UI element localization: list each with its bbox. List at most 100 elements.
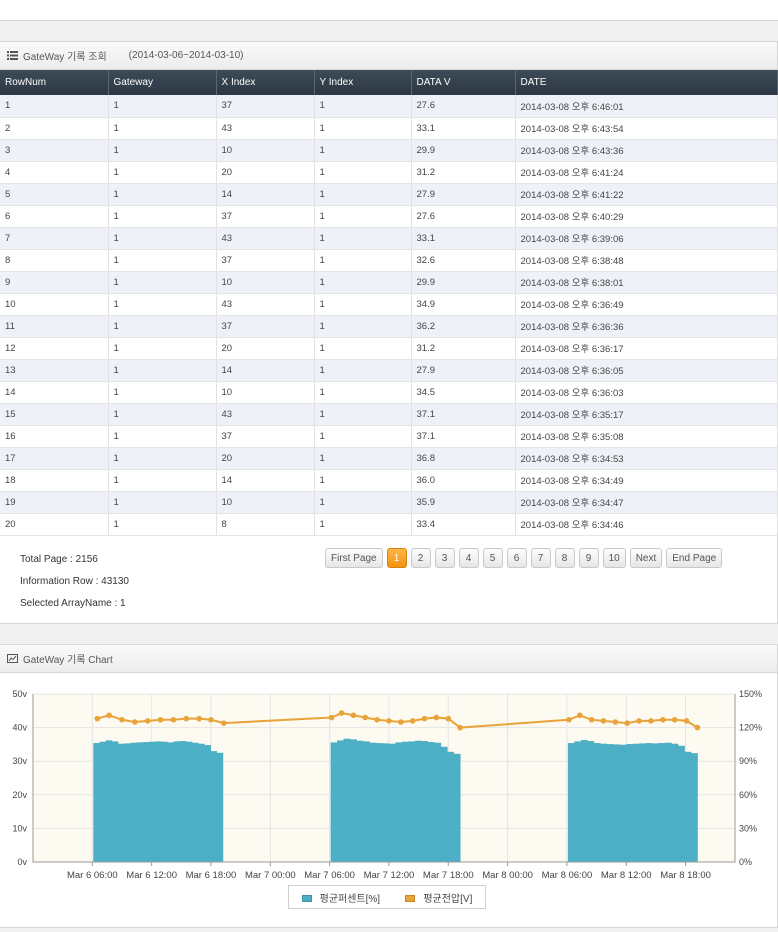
column-header[interactable]: RowNum <box>0 70 109 95</box>
page-button[interactable]: 9 <box>578 548 599 568</box>
table-row[interactable]: 18 1 14 1 36.0 2014-03-08 오후 6:34:49 <box>0 469 778 492</box>
page-button[interactable]: 3 <box>434 548 455 568</box>
table-row[interactable]: 15 1 43 1 37.1 2014-03-08 오후 6:35:17 <box>0 403 778 426</box>
voltage-point <box>433 714 440 721</box>
page-button[interactable]: 2 <box>410 548 431 568</box>
percent-bar <box>136 742 144 862</box>
table-row[interactable]: 14 1 10 1 34.5 2014-03-08 오후 6:36:03 <box>0 381 778 404</box>
table-cell: 18 <box>0 469 109 492</box>
table-row[interactable]: 6 1 37 1 27.6 2014-03-08 오후 6:40:29 <box>0 205 778 228</box>
table-row[interactable]: 5 1 14 1 27.9 2014-03-08 오후 6:41:22 <box>0 183 778 206</box>
next-page-button[interactable]: Next <box>629 548 663 568</box>
table-cell: 2014-03-08 오후 6:38:48 <box>515 249 778 272</box>
x-tick-label: Mar 6 18:00 <box>186 870 237 881</box>
table-cell: 27.9 <box>411 359 516 382</box>
first-page-button[interactable]: First Page <box>325 548 383 568</box>
total-page-text: Total Page : 2156 <box>20 554 98 565</box>
page-button[interactable]: 6 <box>506 548 527 568</box>
page-button[interactable]: 7 <box>530 548 551 568</box>
table-cell: 1 <box>314 161 412 184</box>
table-cell: 1 <box>108 117 217 140</box>
table-cell: 2014-03-08 오후 6:36:03 <box>515 381 778 404</box>
table-row[interactable]: 2 1 43 1 33.1 2014-03-08 오후 6:43:54 <box>0 117 778 140</box>
page-button[interactable]: 10 <box>602 548 626 568</box>
page-button[interactable]: 8 <box>554 548 575 568</box>
table-row[interactable]: 13 1 14 1 27.9 2014-03-08 오후 6:36:05 <box>0 359 778 382</box>
end-page-button[interactable]: End Page <box>666 548 723 568</box>
legend-item-percent[interactable]: 평균퍼센트[%] <box>301 890 381 905</box>
voltage-point <box>106 712 112 719</box>
table-cell: 1 <box>314 381 412 404</box>
table-row[interactable]: 1 1 37 1 27.6 2014-03-08 오후 6:46:01 <box>0 95 778 118</box>
table-cell: 1 <box>314 139 412 162</box>
table-cell: 33.4 <box>411 513 516 536</box>
table-cell: 14 <box>216 359 315 382</box>
percent-bar <box>356 740 364 862</box>
table-row[interactable]: 3 1 10 1 29.9 2014-03-08 오후 6:43:36 <box>0 139 778 162</box>
percent-bar <box>421 741 429 862</box>
percent-bar <box>632 743 640 862</box>
table-row[interactable]: 4 1 20 1 31.2 2014-03-08 오후 6:41:24 <box>0 161 778 184</box>
voltage-point <box>183 715 190 722</box>
table-cell: 14 <box>216 183 315 206</box>
y-left-tick-label: 40v <box>12 723 27 733</box>
voltage-point <box>612 719 619 725</box>
percent-bar <box>652 743 659 862</box>
table-row[interactable]: 12 1 20 1 31.2 2014-03-08 오후 6:36:17 <box>0 337 778 360</box>
table-cell: 1 <box>0 95 109 118</box>
table-cell: 1 <box>108 293 217 316</box>
voltage-point <box>208 716 214 723</box>
table-cell: 2014-03-08 오후 6:35:17 <box>515 403 778 426</box>
table-row[interactable]: 19 1 10 1 35.9 2014-03-08 오후 6:34:47 <box>0 491 778 514</box>
table-cell: 1 <box>314 513 412 536</box>
voltage-point <box>132 719 138 725</box>
voltage-point <box>671 716 678 723</box>
voltage-point <box>457 724 463 731</box>
percent-bar <box>671 743 679 862</box>
table-cell: 29.9 <box>411 271 516 294</box>
column-header[interactable]: Gateway <box>108 70 217 95</box>
page-button[interactable]: 1 <box>386 548 407 568</box>
column-header[interactable]: DATA V <box>411 70 516 95</box>
y-left-tick-label: 20v <box>12 790 27 800</box>
table-cell: 2014-03-08 오후 6:36:17 <box>515 337 778 360</box>
voltage-point <box>648 718 654 724</box>
page-button[interactable]: 5 <box>482 548 503 568</box>
column-header[interactable]: Y Index <box>314 70 412 95</box>
column-header[interactable]: DATE <box>515 70 778 95</box>
legend-item-voltage[interactable]: 평균전압[V] <box>405 890 472 905</box>
table-cell: 12 <box>0 337 109 360</box>
x-tick-label: Mar 8 18:00 <box>660 870 711 881</box>
table-row[interactable]: 9 1 10 1 29.9 2014-03-08 오후 6:38:01 <box>0 271 778 294</box>
voltage-point <box>683 718 690 724</box>
table-cell: 37.1 <box>411 425 516 448</box>
table-cell: 14 <box>0 381 109 404</box>
table-cell: 34.9 <box>411 293 516 316</box>
column-header[interactable]: X Index <box>216 70 315 95</box>
legend-label-percent: 평균퍼센트[%] <box>319 893 381 905</box>
table-row[interactable]: 11 1 37 1 36.2 2014-03-08 오후 6:36:36 <box>0 315 778 338</box>
table-header-row: RowNum Gateway X Index Y Index DATA V DATE <box>0 70 778 95</box>
table-row[interactable]: 7 1 43 1 33.1 2014-03-08 오후 6:39:06 <box>0 227 778 250</box>
table-row[interactable]: 20 1 8 1 33.4 2014-03-08 오후 6:34:46 <box>0 513 778 536</box>
table-row[interactable]: 16 1 37 1 37.1 2014-03-08 오후 6:35:08 <box>0 425 778 448</box>
table-cell: 13 <box>0 359 109 382</box>
percent-bar <box>427 742 435 862</box>
information-row-text: Information Row : 43130 <box>20 576 129 587</box>
percent-bar <box>179 741 187 862</box>
table-cell: 10 <box>216 381 315 404</box>
table-cell: 2014-03-08 오후 6:35:08 <box>515 425 778 448</box>
percent-bar <box>198 743 205 862</box>
table-cell: 7 <box>0 227 109 250</box>
x-tick-label: Mar 6 12:00 <box>126 870 177 881</box>
percent-bar <box>93 743 100 862</box>
table-row[interactable]: 17 1 20 1 36.8 2014-03-08 오후 6:34:53 <box>0 447 778 470</box>
table-cell: 2014-03-08 오후 6:34:53 <box>515 447 778 470</box>
pagination: First Page 1 2 3 4 5 6 7 8 9 10 Next End Page <box>325 548 723 568</box>
table-row[interactable]: 10 1 43 1 34.9 2014-03-08 오후 6:36:49 <box>0 293 778 316</box>
table-cell: 1 <box>314 425 412 448</box>
page-button[interactable]: 4 <box>458 548 479 568</box>
table-row[interactable]: 8 1 37 1 32.6 2014-03-08 오후 6:38:48 <box>0 249 778 272</box>
table-cell: 1 <box>108 491 217 514</box>
table-cell: 14 <box>216 469 315 492</box>
